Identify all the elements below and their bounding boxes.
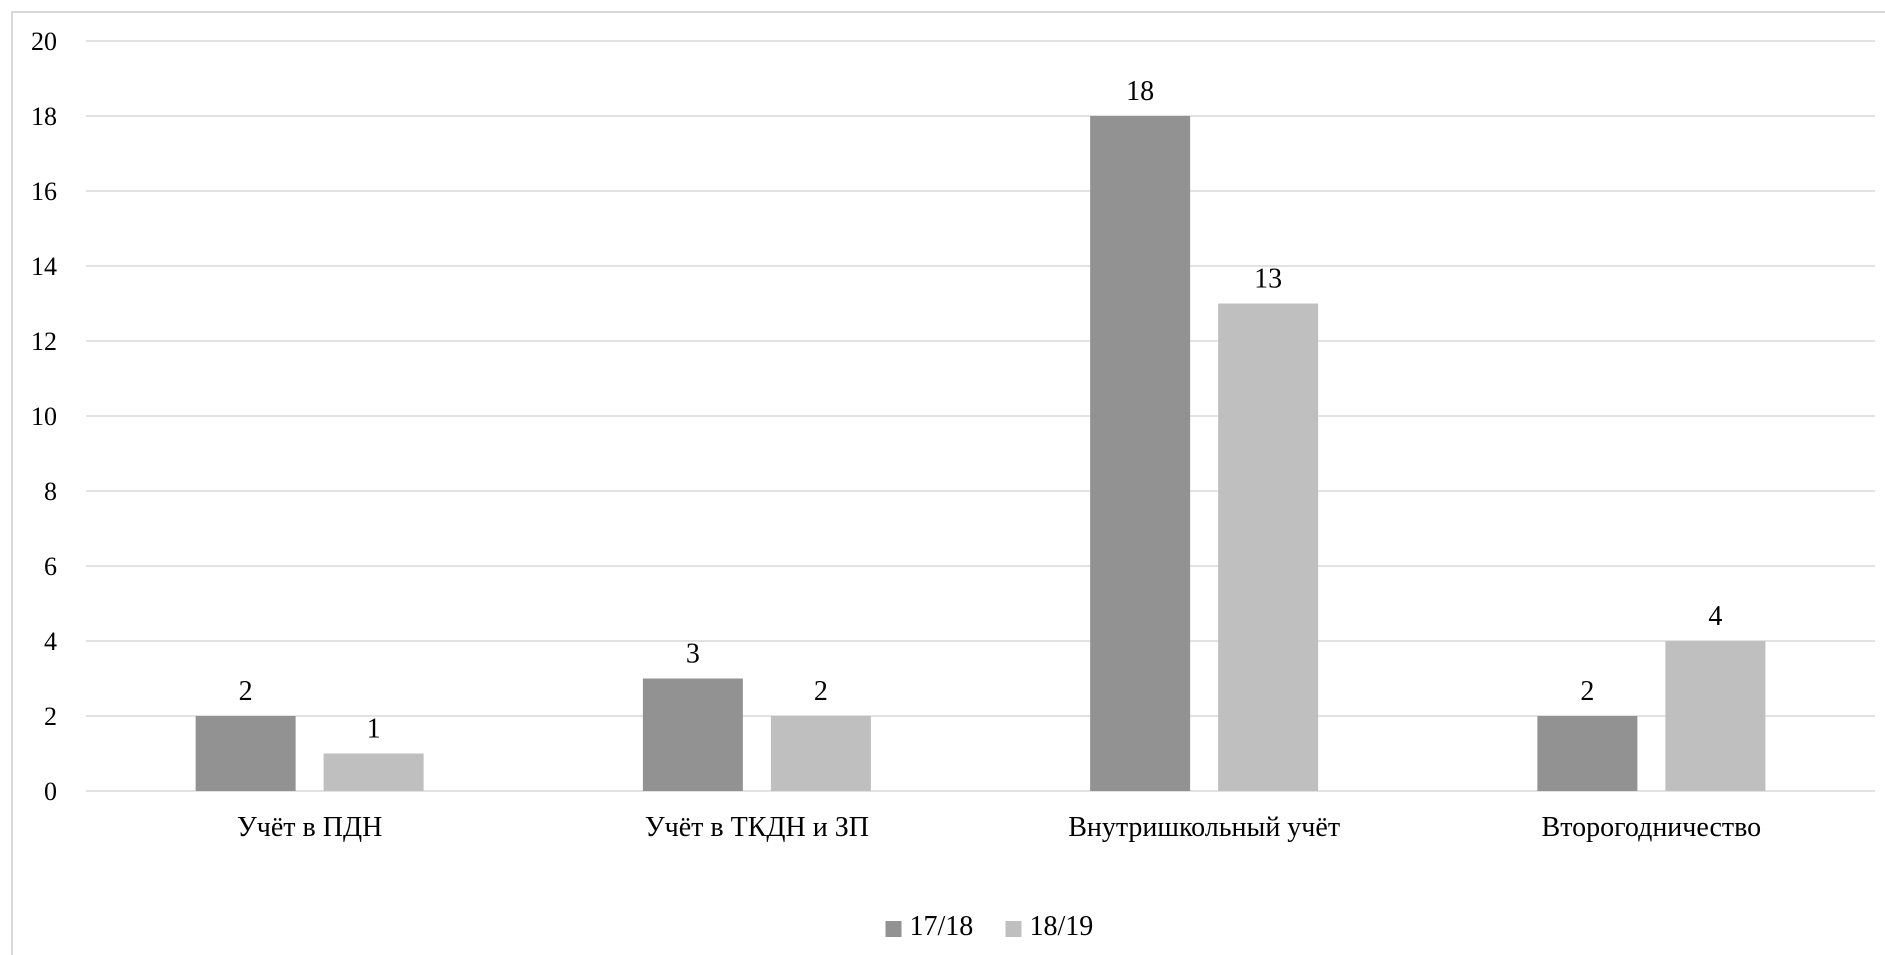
x-axis-category-labels: Учёт в ПДН Учёт в ТКДН и ЗП Внутришкольный… <box>237 812 1761 843</box>
y-tick-label: 18 <box>31 102 57 131</box>
data-label: 4 <box>1708 601 1722 632</box>
bars <box>195 116 1766 791</box>
data-label: 18 <box>1126 76 1154 107</box>
legend-item-18-19: 18/19 <box>1005 911 1094 942</box>
y-tick-label: 20 <box>31 27 57 56</box>
y-tick-label: 4 <box>44 627 57 656</box>
data-label: 2 <box>239 676 253 707</box>
bar-18-19-1 <box>770 716 871 791</box>
x-category-label: Учёт в ТКДН и ЗП <box>645 812 869 843</box>
legend-swatch <box>1005 921 1022 937</box>
legend-label: 18/19 <box>1030 911 1094 942</box>
gridlines <box>86 40 1875 792</box>
legend-item-17-18: 17/18 <box>885 911 974 942</box>
bar-18-19-0 <box>323 753 424 791</box>
data-label: 3 <box>686 639 700 670</box>
y-tick-label: 0 <box>44 777 57 806</box>
data-label: 2 <box>1580 676 1594 707</box>
y-tick-label: 14 <box>31 252 57 281</box>
data-label: 2 <box>814 676 828 707</box>
y-axis-tick-labels: 0 2 4 6 8 10 12 14 16 18 20 <box>31 27 57 806</box>
bar-18-19-3 <box>1665 641 1766 791</box>
y-tick-label: 16 <box>31 177 57 206</box>
legend-swatch <box>885 921 902 937</box>
bar-17-18-2 <box>1090 116 1191 791</box>
bar-17-18-0 <box>195 716 296 791</box>
x-category-label: Внутришкольный учёт <box>1068 812 1340 843</box>
legend-label: 17/18 <box>910 911 974 942</box>
bar-18-19-2 <box>1218 303 1319 791</box>
y-tick-label: 6 <box>44 552 57 581</box>
legend: 17/18 18/19 <box>885 911 1094 942</box>
data-label: 13 <box>1254 264 1282 295</box>
y-tick-label: 8 <box>44 477 57 506</box>
x-category-label: Второгодничество <box>1542 812 1762 843</box>
y-tick-label: 12 <box>31 327 57 356</box>
data-label: 1 <box>367 714 381 745</box>
x-category-label: Учёт в ПДН <box>237 812 382 843</box>
chart-frame <box>11 11 1885 955</box>
bar-17-18-1 <box>642 678 743 791</box>
y-tick-label: 2 <box>44 702 57 731</box>
bar-17-18-3 <box>1537 716 1638 791</box>
y-tick-label: 10 <box>31 402 57 431</box>
